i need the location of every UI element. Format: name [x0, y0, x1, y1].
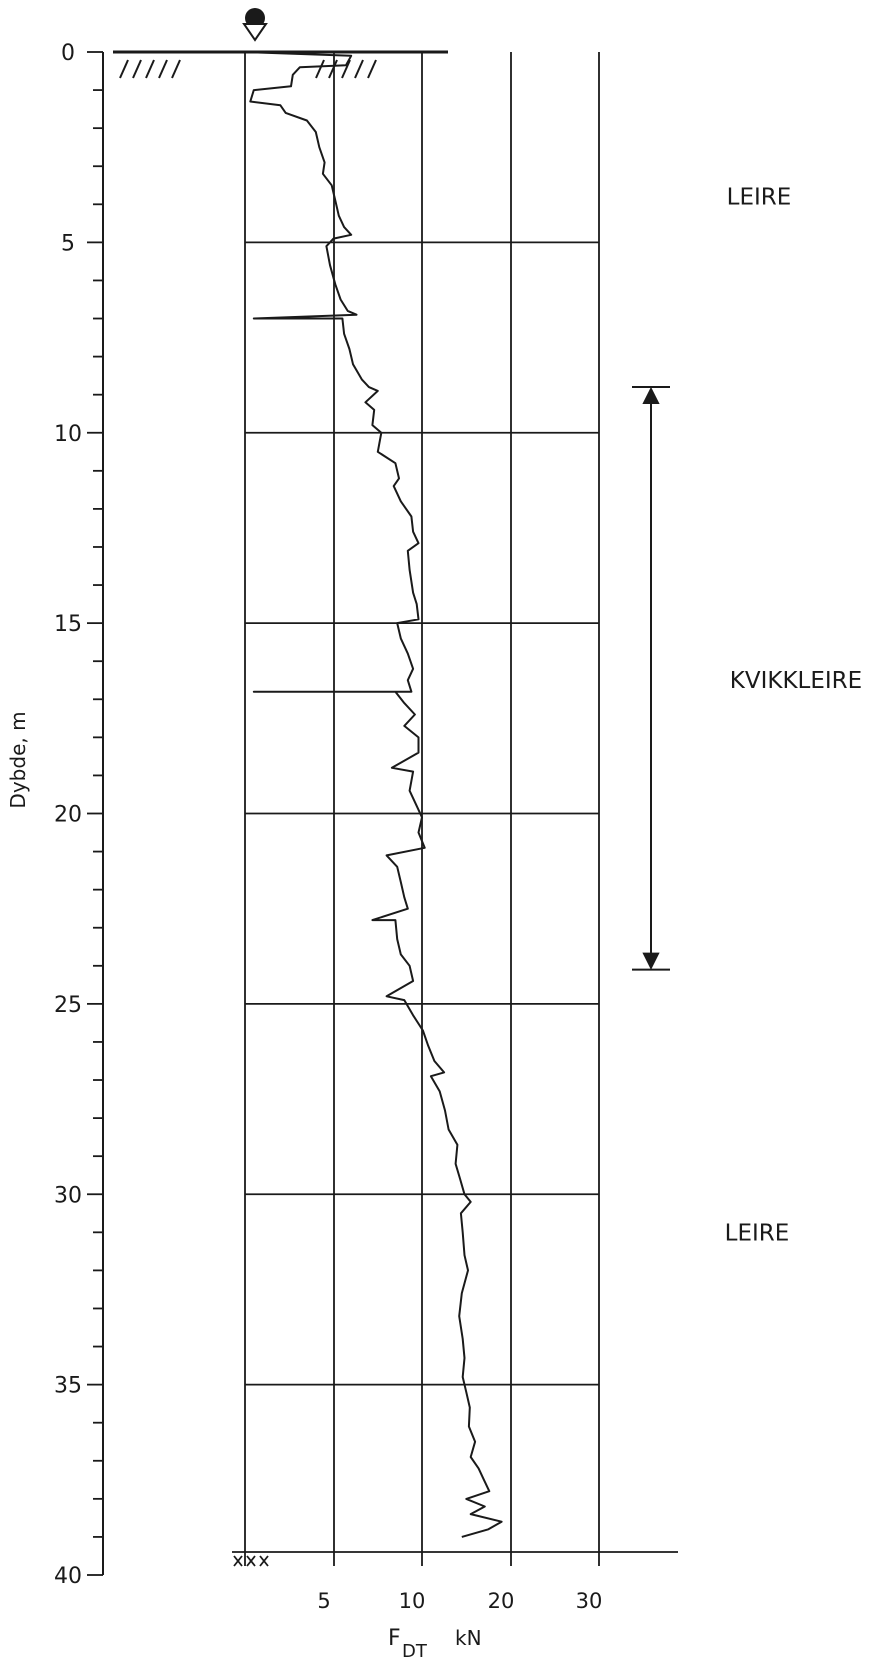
end-of-sounding-marks [232, 1551, 678, 1567]
depth-tick-label: 5 [61, 231, 75, 256]
svg-text:F: F [388, 1626, 401, 1651]
force-ticks: 5 10 20 30 [317, 1589, 602, 1613]
sounding-marker-icon [242, 8, 268, 42]
depth-tick-label: 20 [54, 803, 82, 828]
depth-axis-label: Dybde, m [6, 711, 30, 808]
quick-clay-range-arrow [632, 386, 670, 971]
depth-tick-label: 10 [54, 422, 82, 447]
depth-tick-label: 0 [61, 41, 75, 66]
depth-tick-label: 15 [54, 612, 82, 637]
force-tick-label: 10 [399, 1589, 426, 1613]
force-axis-title: F DT kN [388, 1626, 482, 1662]
resistance-curve [244, 51, 503, 1538]
svg-text:DT: DT [402, 1641, 428, 1662]
depth-tick-label: 35 [54, 1374, 82, 1399]
depth-tick-label: 40 [54, 1564, 82, 1589]
layer-label-leire-lower: LEIRE [725, 1220, 790, 1246]
depth-tick-label: 30 [54, 1183, 82, 1208]
force-tick-label: 30 [576, 1589, 603, 1613]
layer-label-leire-upper: LEIRE [727, 185, 792, 211]
force-tick-label: 20 [488, 1589, 515, 1613]
force-tick-label: 5 [317, 1589, 330, 1613]
ground-surface-symbol [113, 50, 448, 79]
svg-text:kN: kN [455, 1626, 482, 1650]
depth-tick-label: 25 [54, 993, 82, 1018]
depth-ticks: 0 5 10 15 20 25 30 35 40 [54, 41, 103, 1589]
chart-grid [244, 52, 600, 1566]
layer-label-kvikkleire: KVIKKLEIRE [730, 668, 862, 694]
